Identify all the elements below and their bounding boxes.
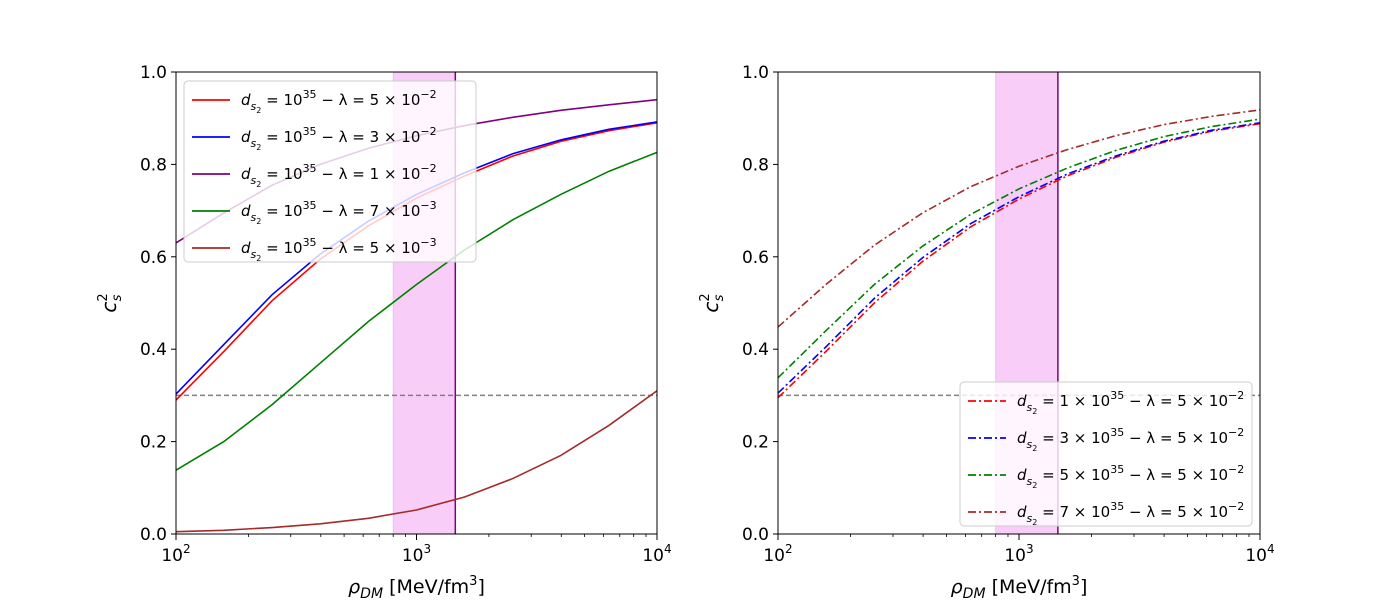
series-line-3 [778,118,1260,379]
y-tick-label: 0.6 [742,248,769,268]
y-tick-label: 0.0 [742,525,769,545]
legend-label-3: ds2 = 1035 − λ = 1 × 10−2 [241,162,437,189]
legend-label-2: ds2 = 1035 − λ = 3 × 10−2 [241,125,437,152]
legend-label-2: ds2 = 3 × 1035 − λ = 5 × 10−2 [1017,426,1244,453]
y-tick-label: 0.6 [140,248,167,268]
x-tick-label: 102 [763,542,792,566]
x-tick-label: 104 [642,542,671,566]
x-tick-label: 102 [161,542,190,566]
y-tick-label: 0.0 [140,525,167,545]
legend: ds2 = 1 × 1035 − λ = 5 × 10−2 ds2 = 3 × 1… [959,381,1253,527]
x-axis-label: ρDM [MeV/fm3] [951,574,1088,600]
y-tick-label: 1.0 [742,63,769,83]
legend-label-1: ds2 = 1 × 1035 − λ = 5 × 10−2 [1017,389,1244,416]
legend-label-4: ds2 = 7 × 1035 − λ = 5 × 10−2 [1017,500,1244,527]
series-line-4 [176,151,657,471]
x-tick-label: 103 [1004,542,1033,566]
legend-label-4: ds2 = 1035 − λ = 7 × 10−3 [241,199,437,226]
x-tick-label: 103 [402,542,431,566]
panel-1: 0.0 0.2 0.4 0.6 0.8 1.0 102 103 104 ρDM [MeV/fm3]… [96,63,672,600]
y-tick-label: 0.8 [140,155,167,175]
series-line-1 [778,122,1260,399]
legend-label-5: ds2 = 1035 − λ = 5 × 10−3 [241,236,437,263]
legend: ds2 = 1035 − λ = 5 × 10−2 ds2 = 1035 − λ … [183,80,477,263]
y-tick-label: 0.8 [742,155,769,175]
y-tick-label: 0.2 [742,433,769,453]
x-axis-label: ρDM [MeV/fm3] [348,574,485,600]
y-tick-label: 0.4 [140,340,167,360]
panel-2: 0.0 0.2 0.4 0.6 0.8 1.0 102 103 104 ρDM [MeV/fm3]… [698,63,1275,600]
y-axis-label: c2s [698,293,727,312]
legend-frame [183,80,477,263]
series-line-2 [778,122,1260,394]
y-tick-label: 1.0 [140,63,167,83]
legend-label-1: ds2 = 1035 − λ = 5 × 10−2 [241,88,437,115]
y-tick-label: 0.4 [742,340,769,360]
y-tick-label: 0.2 [140,433,167,453]
legend-label-3: ds2 = 5 × 1035 − λ = 5 × 10−2 [1017,463,1244,490]
x-tick-label: 104 [1245,542,1274,566]
y-axis-label: c2s [96,293,125,312]
series-line-5 [176,390,657,533]
legend-frame [959,381,1253,527]
series-line-4 [778,109,1260,328]
